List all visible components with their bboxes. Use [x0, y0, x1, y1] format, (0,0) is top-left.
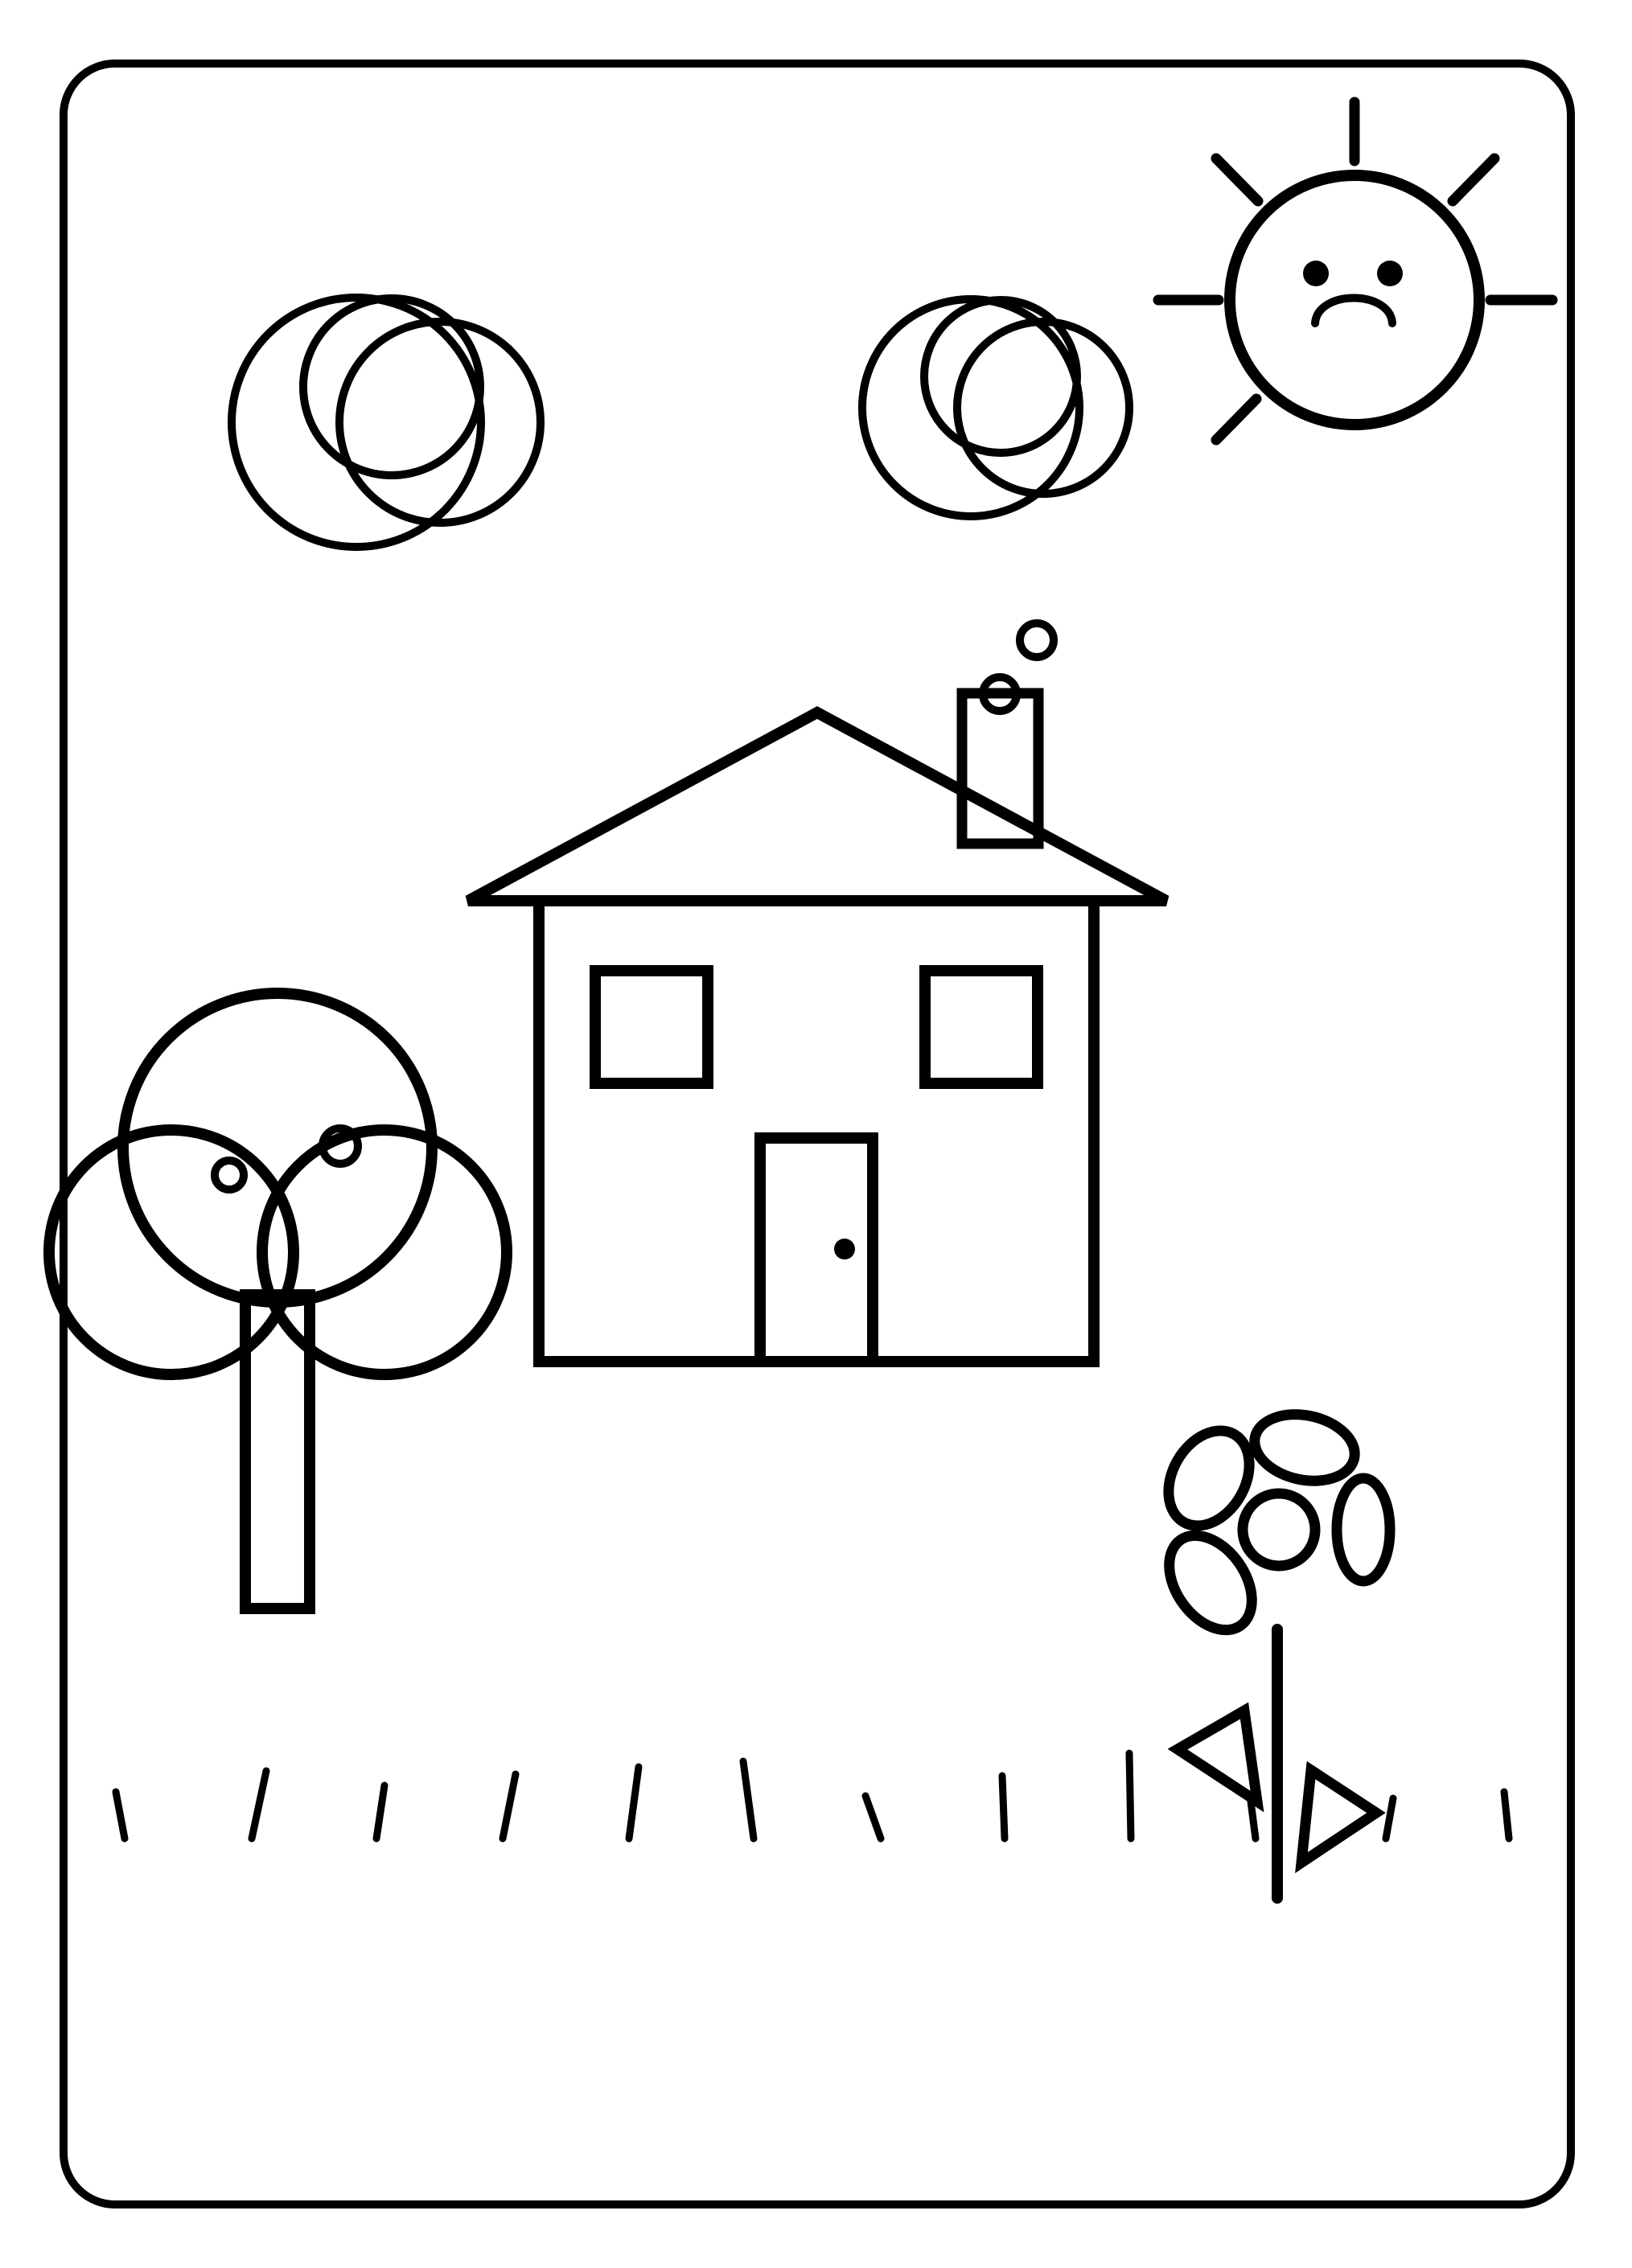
flower-petal: [1163, 1425, 1255, 1531]
tree-icon: [43, 988, 512, 1614]
grass-blade: [248, 1767, 270, 1843]
flower-petal: [1331, 1473, 1396, 1587]
sun-icon: [1153, 97, 1558, 446]
flower-leaf-right: [1295, 1761, 1386, 1874]
cloud-puff: [920, 296, 1081, 457]
flower-petal: [1164, 1530, 1257, 1636]
cloud-puff: [858, 295, 1083, 520]
grass-blade: [112, 1788, 129, 1843]
door-knob: [834, 1239, 855, 1259]
grass-blade: [372, 1781, 388, 1843]
house-roof: [465, 706, 1170, 906]
tree-fruit: [211, 1157, 248, 1194]
grass-blade: [861, 1792, 885, 1843]
chimney-smoke-icon: [979, 619, 1058, 715]
cloud-puff: [953, 318, 1133, 498]
grass-blade: [625, 1763, 643, 1843]
sun-ray: [1447, 153, 1500, 207]
grass-icon: [112, 1749, 1513, 1843]
flower-icon: [1163, 1409, 1396, 1904]
sun-frown: [1311, 294, 1396, 327]
grass-blade: [1500, 1788, 1513, 1843]
frame-border: [60, 60, 1575, 2208]
house-icon: [465, 619, 1170, 1367]
tree-leaf-clump: [43, 1124, 299, 1380]
chimney: [956, 688, 1044, 849]
cloud-puff: [335, 318, 545, 527]
sun-face: [1224, 170, 1485, 430]
smoke-puff: [979, 673, 1021, 715]
tree-leaf-clump: [117, 988, 438, 1308]
window-left: [590, 965, 713, 1089]
sun-ray: [1211, 393, 1262, 446]
tree-trunk: [240, 1289, 315, 1614]
flower-petal: [1249, 1409, 1360, 1486]
flower-center: [1237, 1488, 1321, 1572]
tree-crown: [43, 988, 512, 1380]
sun-rays: [1153, 97, 1558, 446]
tree-fruit: [319, 1124, 362, 1168]
window-right: [919, 965, 1043, 1089]
sun-ray: [1211, 153, 1264, 207]
sun-eye-right: [1377, 261, 1403, 286]
cloud-puff: [228, 294, 485, 551]
grass-blade: [1125, 1749, 1135, 1843]
flower-petals: [1163, 1409, 1396, 1636]
door: [754, 1132, 878, 1367]
grass-blade: [739, 1757, 758, 1843]
flower-leaf-left: [1167, 1702, 1264, 1813]
sun-eye-left: [1303, 261, 1329, 286]
grass-blade: [499, 1770, 520, 1843]
cloud-puff: [299, 294, 484, 479]
cloud-left: [228, 294, 545, 551]
tree-leaf-clump: [257, 1124, 512, 1380]
smoke-puff: [1016, 619, 1058, 661]
grass-blade: [1382, 1794, 1397, 1843]
grass-blade: [998, 1772, 1009, 1843]
cloud-middle: [858, 295, 1133, 520]
